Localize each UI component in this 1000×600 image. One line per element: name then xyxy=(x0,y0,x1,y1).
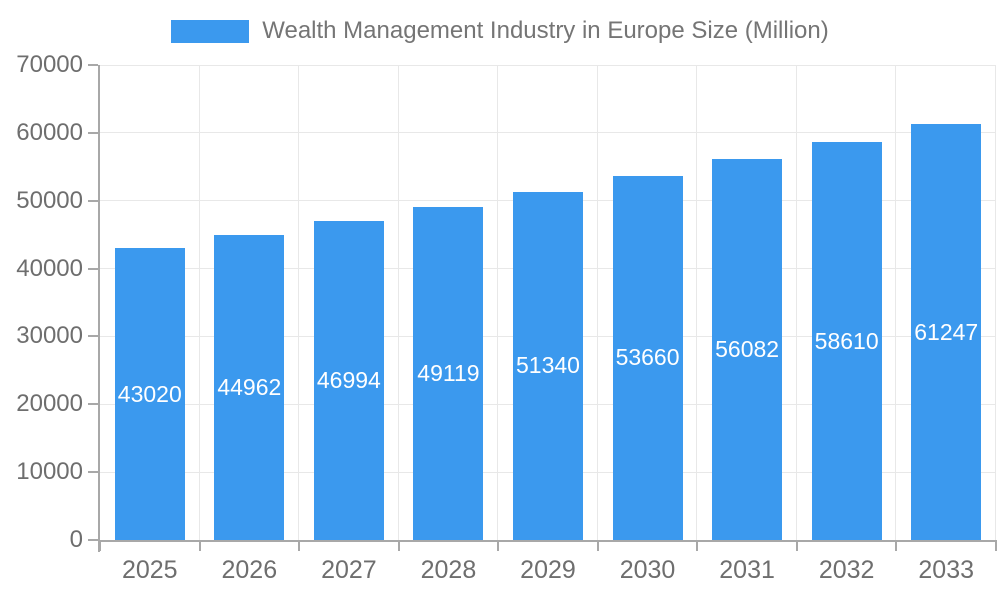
x-axis-tick xyxy=(696,540,699,551)
x-axis-tick xyxy=(795,540,798,551)
x-axis-tick xyxy=(995,540,997,551)
bar: 58610 xyxy=(811,142,882,540)
x-tick-label: 2025 xyxy=(121,556,178,584)
x-grid-line xyxy=(995,65,996,540)
y-axis-tick xyxy=(88,64,98,66)
x-grid-line xyxy=(696,65,698,540)
x-axis-tick xyxy=(895,540,898,551)
bar-value-label: 51340 xyxy=(516,352,580,379)
x-grid-line xyxy=(497,65,499,540)
x-grid-line xyxy=(298,65,300,540)
bar-value-label: 58610 xyxy=(814,327,879,354)
y-axis-tick xyxy=(88,335,98,338)
y-axis-tick xyxy=(88,539,98,541)
y-axis-tick xyxy=(88,131,98,134)
legend-item[interactable]: Wealth Management Industry in Europe Siz… xyxy=(0,17,1000,45)
y-tick-label: 70000 xyxy=(16,51,83,78)
x-tick-label: 2030 xyxy=(619,556,676,584)
y-axis-tick xyxy=(88,403,98,406)
y-tick-label: 20000 xyxy=(16,390,83,418)
bar: 53660 xyxy=(612,175,683,540)
legend-swatch xyxy=(171,19,250,43)
y-axis-tick xyxy=(88,199,98,202)
x-grid-line xyxy=(895,65,897,540)
y-axis-line xyxy=(98,65,100,552)
bar-value-label: 46994 xyxy=(316,367,381,394)
bar: 46994 xyxy=(313,221,384,540)
y-tick-label: 30000 xyxy=(16,322,83,350)
y-axis-tick xyxy=(88,471,98,474)
x-tick-label: 2027 xyxy=(321,556,377,584)
x-axis-line xyxy=(100,540,996,542)
y-grid-line xyxy=(100,64,996,66)
y-tick-label: 40000 xyxy=(16,254,83,282)
y-grid-line xyxy=(100,132,996,134)
x-axis-tick xyxy=(298,540,301,551)
y-tick-label: 50000 xyxy=(16,186,83,214)
x-tick-label: 2029 xyxy=(520,556,576,584)
x-tick-label: 2028 xyxy=(420,556,477,584)
x-grid-line xyxy=(795,65,797,540)
bar-value-label: 56082 xyxy=(715,336,780,363)
x-grid-line xyxy=(198,65,200,540)
bar: 51340 xyxy=(513,191,583,540)
y-axis-tick xyxy=(88,267,98,270)
bar-value-label: 43020 xyxy=(117,380,182,407)
chart-title: Wealth Management Industry in Europe Siz… xyxy=(262,17,829,44)
x-axis-tick xyxy=(198,540,201,551)
y-tick-label: 10000 xyxy=(16,458,83,486)
bar-value-label: 49119 xyxy=(417,359,480,386)
x-grid-line xyxy=(596,65,598,540)
x-tick-label: 2032 xyxy=(818,556,875,584)
bar: 56082 xyxy=(712,159,783,540)
x-axis-tick xyxy=(397,540,400,551)
x-tick-label: 2026 xyxy=(221,556,278,584)
bar-value-label: 53660 xyxy=(615,344,680,371)
x-grid-line xyxy=(397,65,399,540)
plot-area: 0 10000 20000 30000 40000 50000 60000 70000 4302… xyxy=(16,53,997,583)
y-tick-label: 60000 xyxy=(16,118,83,146)
bar: 61247 xyxy=(911,124,982,540)
x-axis-tick xyxy=(99,540,101,551)
x-axis-tick xyxy=(596,540,599,551)
bar-value-label: 44962 xyxy=(217,373,282,400)
y-tick-label: 0 xyxy=(69,526,83,553)
x-axis-tick xyxy=(497,540,500,551)
bar-value-label: 61247 xyxy=(914,318,979,345)
x-tick-label: 2031 xyxy=(719,556,775,584)
bar: 49119 xyxy=(413,206,484,540)
bar: 44962 xyxy=(214,234,285,540)
x-tick-label: 2033 xyxy=(918,556,975,584)
bar: 43020 xyxy=(114,248,185,540)
